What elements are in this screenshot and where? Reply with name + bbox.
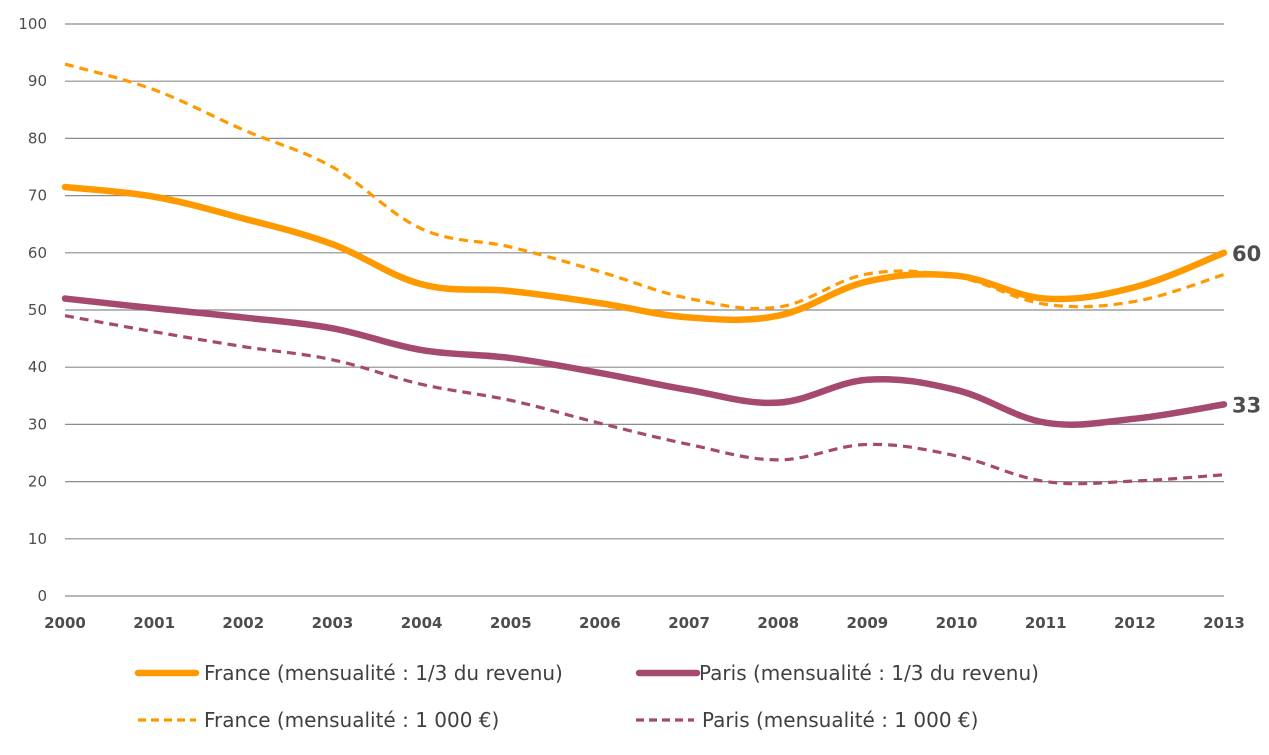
end-value-label: 60 [1232,242,1261,266]
series-line-1 [61,183,1228,324]
x-tick-label: 2004 [401,614,443,632]
series-line-2 [61,295,1228,428]
x-tick-label: 2011 [1025,614,1067,632]
x-tick-label: 2007 [668,614,710,632]
x-tick-label: 2013 [1203,614,1245,632]
x-tick-label: 2006 [579,614,621,632]
series-line-4 [64,314,1225,486]
y-tick-label: 30 [28,415,47,433]
y-tick-label: 50 [28,301,47,319]
x-tick-label: 2003 [312,614,354,632]
x-tick-label: 2002 [222,614,264,632]
y-tick-label: 10 [28,530,47,548]
legend-label: France (mensualité : 1/3 du revenu) [204,661,563,685]
end-value-label: 33 [1232,393,1261,417]
series-lines [61,62,1228,486]
legend-label: France (mensualité : 1 000 €) [204,708,499,732]
y-tick-label: 70 [28,187,47,205]
legend-item: France (mensualité : 1/3 du revenu) [134,661,563,685]
end-labels: 60 33 [1232,242,1261,418]
x-axis-ticks: 2000 2001 2002 2003 2004 2005 2006 2007 2008 2009… [44,614,1245,632]
legend-item: Paris (mensualité : 1 000 €) [636,708,978,732]
y-tick-label: 60 [28,244,47,262]
x-tick-label: 2009 [847,614,889,632]
legend-item: France (mensualité : 1 000 €) [138,708,499,732]
legend-label: Paris (mensualité : 1/3 du revenu) [699,661,1039,685]
y-tick-label: 100 [18,15,47,33]
series-line-3 [64,62,1225,311]
x-tick-label: 2000 [44,614,86,632]
x-tick-label: 2001 [133,614,175,632]
y-axis-ticks: 0 10 20 30 40 50 60 70 80 90 100 [18,15,47,605]
y-tick-label: 90 [28,72,47,90]
y-tick-label: 80 [28,129,47,147]
x-tick-label: 2010 [936,614,978,632]
legend: France (mensualité : 1/3 du revenu) Paris… [134,661,1039,732]
x-tick-label: 2012 [1114,614,1156,632]
x-tick-label: 2005 [490,614,532,632]
x-tick-label: 2008 [757,614,799,632]
y-tick-label: 20 [28,473,47,491]
legend-item: Paris (mensualité : 1/3 du revenu) [635,661,1039,685]
y-tick-label: 40 [28,358,47,376]
y-tick-label: 0 [37,587,47,605]
legend-label: Paris (mensualité : 1 000 €) [702,708,978,732]
